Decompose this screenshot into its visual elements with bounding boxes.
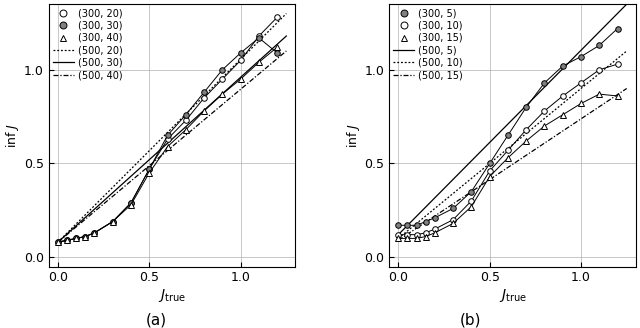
Legend: (300, 5), (300, 10), (300, 15), (500, 5), (500, 10), (500, 15): (300, 5), (300, 10), (300, 15), (500, 5)… (391, 6, 465, 82)
Legend: (300, 20), (300, 30), (300, 40), (500, 20), (500, 30), (500, 40): (300, 20), (300, 30), (300, 40), (500, 2… (51, 6, 125, 82)
X-axis label: $J_\mathrm{true}$: $J_\mathrm{true}$ (499, 287, 527, 304)
Y-axis label: inf $J$: inf $J$ (4, 123, 21, 148)
Text: (a): (a) (146, 313, 168, 328)
X-axis label: $J_\mathrm{true}$: $J_\mathrm{true}$ (158, 287, 186, 304)
Text: (b): (b) (460, 313, 481, 328)
Y-axis label: inf $J$: inf $J$ (344, 123, 362, 148)
